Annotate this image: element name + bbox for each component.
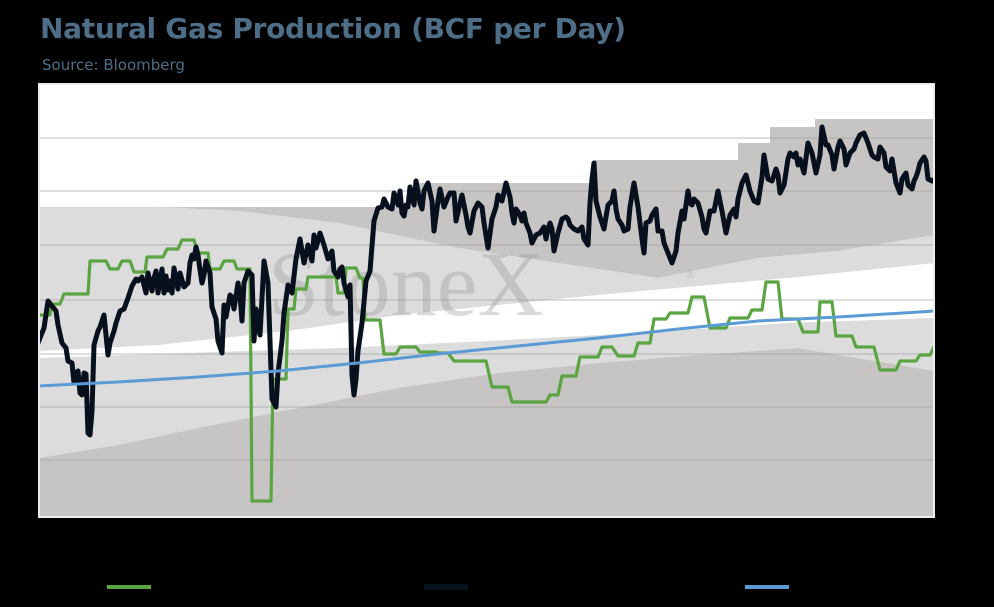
watermark-registered-mark: ® [686, 267, 695, 281]
line-chart: StoneX ® [38, 83, 935, 518]
legend-swatch [745, 585, 789, 589]
lower-inner-band [38, 318, 935, 458]
black-production-series [38, 124, 935, 438]
chart-title: Natural Gas Production (BCF per Day) [40, 12, 626, 45]
chart-source: Source: Bloomberg [42, 56, 185, 74]
plot-border [38, 83, 935, 518]
legend-swatch [424, 584, 468, 590]
upper-outer-band [38, 119, 935, 278]
green-step-series [38, 238, 935, 503]
legend-swatch [107, 585, 151, 589]
blue-trend-series [38, 309, 935, 388]
lower-outer-band [38, 348, 935, 518]
plot-area: StoneX ® [38, 83, 935, 518]
